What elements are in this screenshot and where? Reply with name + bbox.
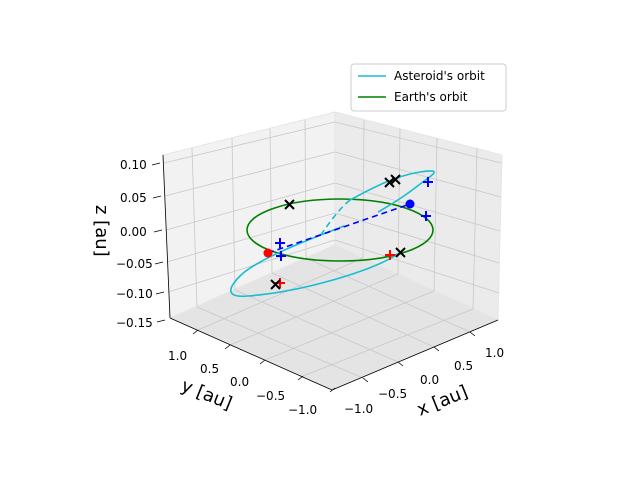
- z-axis-line: [162, 154, 171, 319]
- y-axis-line: [169, 317, 333, 391]
- legend-asteroid-label: Asteroid's orbit: [394, 69, 485, 83]
- black-x-markers: [270, 174, 406, 290]
- tick-mark: [259, 359, 266, 365]
- z-tick-labels: 0.10 0.05 0.00 −0.05 −0.10 −0.15: [116, 158, 153, 330]
- blue-plus-marker: [421, 211, 431, 221]
- y-tick-label: 1.0: [168, 349, 187, 363]
- grid-line: [472, 147, 478, 310]
- black-x-marker: [384, 177, 395, 188]
- grid-line: [334, 121, 502, 164]
- black-x-marker: [395, 247, 406, 258]
- z-tick-label: −0.05: [116, 257, 153, 271]
- z-tick-label: 0.10: [120, 158, 147, 172]
- tick-mark: [151, 162, 161, 166]
- grid-line: [334, 151, 502, 198]
- y-axis-label: y [au]: [178, 375, 235, 414]
- axis-edges: [162, 154, 499, 391]
- asteroids-orbit-dashed: [319, 199, 351, 237]
- y-tick-label: −0.5: [256, 389, 285, 403]
- tick-mark: [152, 195, 162, 199]
- x-tick-label: −0.5: [378, 387, 407, 401]
- tick-mark: [154, 261, 164, 265]
- grid-line: [264, 290, 435, 361]
- grid-line: [231, 137, 236, 291]
- tick-marks: [151, 162, 476, 393]
- grid-line: [163, 121, 336, 164]
- grid-line: [191, 147, 198, 308]
- y-tick-label: 0.0: [230, 375, 249, 389]
- y-tick-label: 0.5: [200, 362, 219, 376]
- x-tick-label: 0.5: [454, 359, 473, 373]
- grid-line: [302, 308, 474, 377]
- grid-line: [305, 257, 471, 333]
- blue-dot-marker: [405, 199, 415, 209]
- legend-box: [350, 63, 507, 112]
- black-x-marker: [390, 174, 401, 185]
- earths-orbit-line: [246, 198, 434, 262]
- blue-plus-marker: [276, 251, 286, 261]
- blue-plus-marker: [275, 238, 285, 248]
- x-axis-line: [331, 319, 499, 391]
- x-tick-label: 1.0: [485, 346, 504, 360]
- tick-mark: [362, 377, 369, 383]
- tick-mark: [153, 229, 163, 233]
- grid-line: [433, 137, 438, 292]
- node-line: [267, 203, 411, 254]
- tick-mark: [155, 291, 165, 295]
- grid-line: [167, 239, 336, 293]
- red-dot-marker: [263, 248, 273, 258]
- z-tick-label: 0.05: [120, 191, 147, 205]
- tick-mark: [397, 361, 404, 367]
- blue-plus-marker: [423, 177, 433, 187]
- x-tick-label: −1.0: [344, 402, 373, 416]
- legend-earth-label: Earth's orbit: [394, 90, 468, 104]
- z-tick-label: −0.15: [116, 316, 153, 330]
- z-tick-label: −0.10: [116, 287, 153, 301]
- red-plus-marker: [385, 250, 395, 260]
- tick-mark: [156, 319, 166, 323]
- x-tick-label: 0.0: [420, 373, 439, 387]
- grid-line: [196, 306, 364, 379]
- y-tick-label: −1.0: [288, 403, 317, 417]
- grid-line: [334, 182, 501, 232]
- x-axis-label: x [au]: [414, 381, 471, 420]
- z-tick-label: 0.00: [120, 225, 147, 239]
- tick-mark: [297, 375, 304, 381]
- tick-mark: [433, 346, 440, 352]
- grid-line: [304, 119, 307, 259]
- asteroids-orbit-solid: [230, 170, 435, 298]
- black-x-marker: [284, 199, 295, 210]
- tick-mark: [329, 387, 336, 393]
- y-tick-labels: 1.0 0.5 0.0 −0.5 −1.0: [168, 349, 317, 417]
- legend: Asteroid's orbit Earth's orbit: [350, 63, 507, 112]
- blue-plus-markers: [275, 177, 433, 261]
- grid-line: [166, 212, 336, 263]
- grid-line: [334, 212, 500, 264]
- tick-mark: [469, 331, 476, 337]
- back-panes: [162, 111, 503, 391]
- black-x-marker: [270, 279, 281, 290]
- tick-mark: [192, 329, 199, 335]
- grid-line: [165, 182, 336, 231]
- grid-line: [334, 239, 500, 294]
- x-tick-labels: −1.0 −0.5 0.0 0.5 1.0: [344, 346, 504, 416]
- tick-mark: [224, 344, 231, 350]
- grid-line: [164, 151, 336, 197]
- grid-line: [197, 257, 364, 331]
- grid-line: [229, 273, 399, 346]
- grid-line: [362, 119, 365, 259]
- z-axis-label: z [au]: [91, 205, 112, 257]
